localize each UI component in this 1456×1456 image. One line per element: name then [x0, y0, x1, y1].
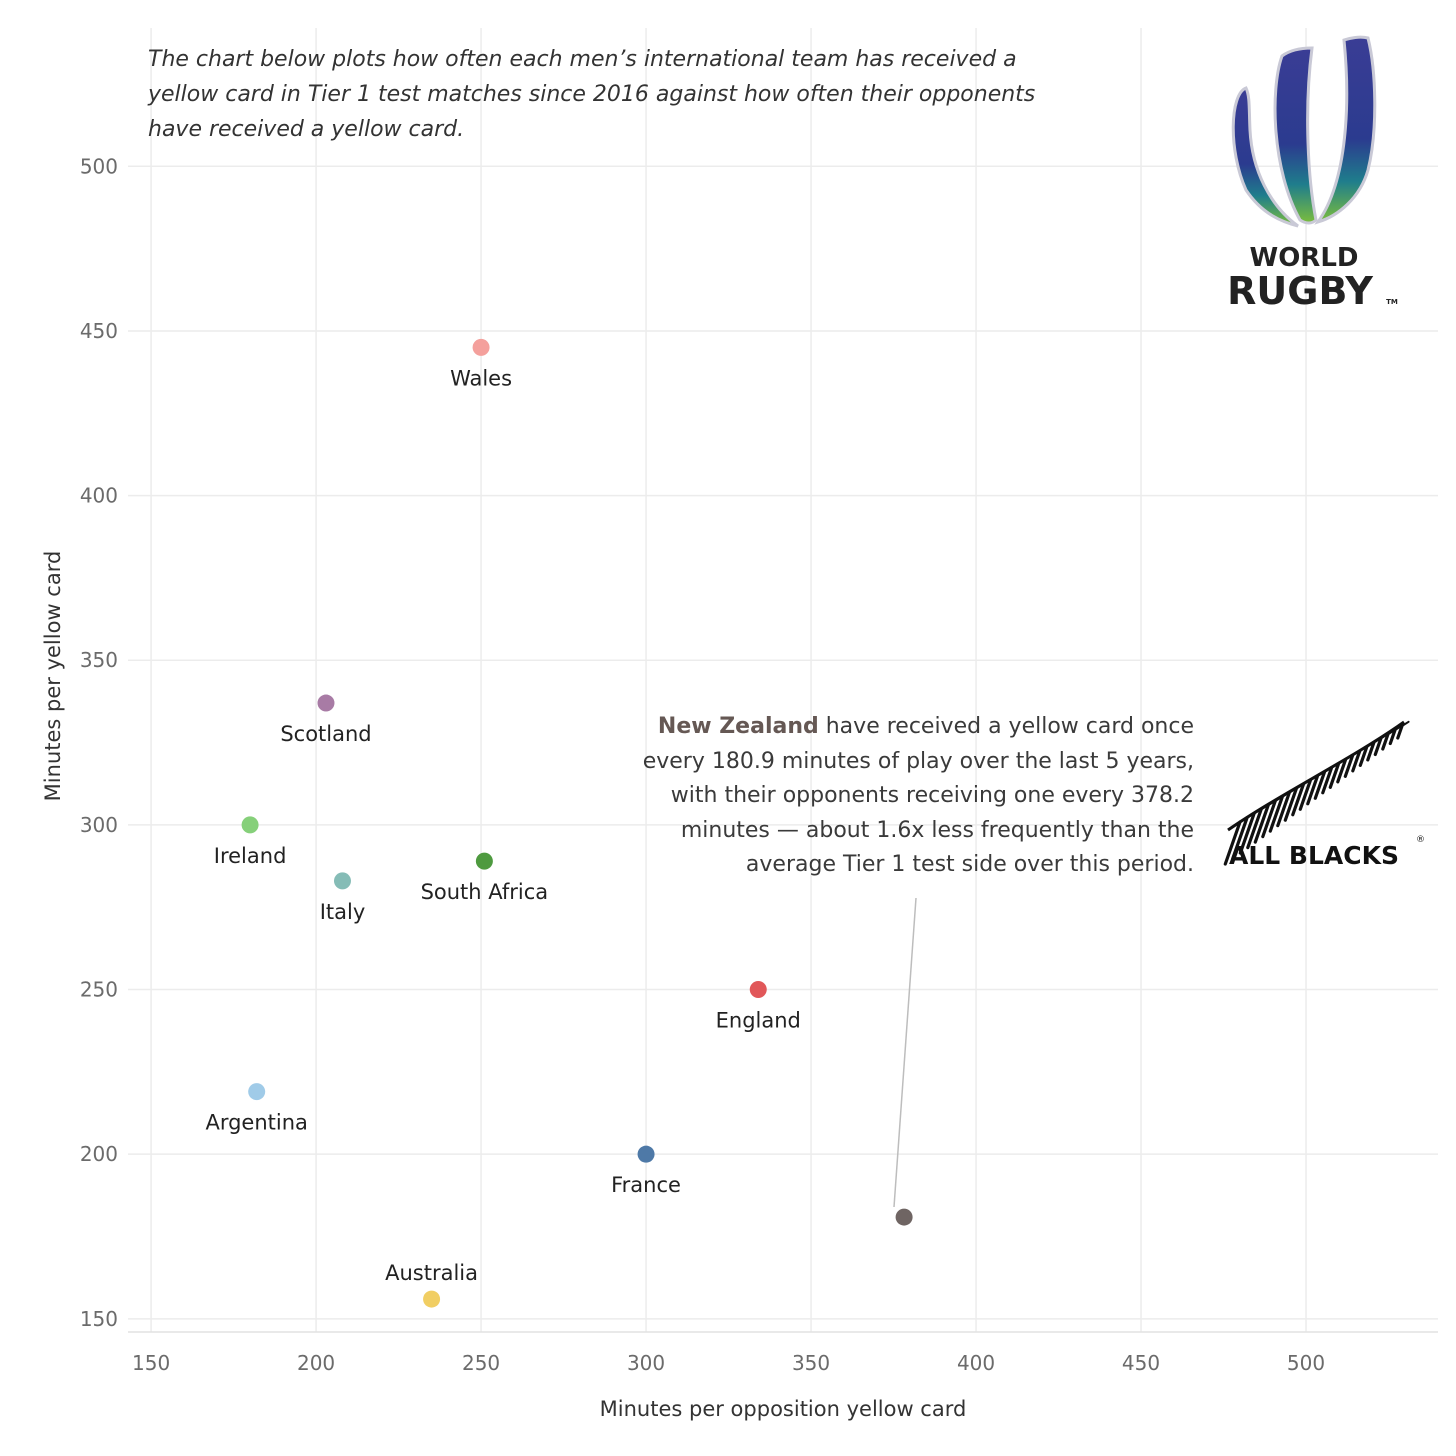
fern-frond — [1253, 803, 1270, 844]
point-france — [637, 1145, 655, 1163]
fern-frond — [1388, 728, 1397, 746]
annotation-team-name: New Zealand — [657, 714, 819, 739]
fern-frond — [1268, 795, 1284, 833]
fern-frond — [1366, 741, 1376, 762]
world-rugby-word-1: WORLD — [1250, 243, 1359, 273]
fern-frond — [1261, 799, 1277, 839]
point-scotland — [317, 694, 335, 712]
fern-frond — [1321, 766, 1334, 795]
fern-frond — [1291, 782, 1305, 817]
registered-mark-icon: ® — [1416, 835, 1425, 845]
x-tick-label: 150 — [132, 1351, 170, 1375]
data-points — [241, 338, 913, 1308]
fern-frond — [1401, 720, 1410, 727]
x-tick-label: 400 — [957, 1351, 995, 1375]
fern-frond — [1276, 791, 1291, 828]
x-tick-label: 300 — [627, 1351, 665, 1375]
label-australia: Australia — [385, 1261, 478, 1285]
label-england: England — [716, 1009, 801, 1033]
world-rugby-emblem-icon — [1231, 35, 1377, 228]
point-ireland — [241, 816, 259, 834]
fern-frond — [1246, 807, 1263, 850]
y-axis-ticks: 150 200 250 300 350 400 450 500 — [80, 154, 118, 1331]
fern-frond — [1351, 749, 1362, 773]
fern-frond — [1358, 745, 1369, 767]
fern-frond — [1336, 757, 1348, 784]
point-italy — [333, 872, 351, 890]
x-tick-label: 500 — [1287, 1351, 1325, 1375]
y-tick-label: 500 — [80, 154, 118, 178]
point-argentina — [248, 1083, 266, 1101]
label-argentina: Argentina — [205, 1111, 307, 1135]
y-tick-label: 200 — [80, 1142, 118, 1166]
x-tick-label: 350 — [792, 1351, 830, 1375]
x-tick-label: 450 — [1122, 1351, 1160, 1375]
fern-frond — [1231, 816, 1249, 861]
world-rugby-logo: WORLD RUGBY TM — [1227, 35, 1398, 313]
annotation-body: have received a yellow card once every 1… — [642, 714, 1194, 877]
silver-fern-icon — [1223, 720, 1410, 866]
y-tick-label: 350 — [80, 648, 118, 672]
fern-frond — [1343, 753, 1355, 778]
point-labels: Wales Scotland Ireland Italy South Africa Eng… — [205, 366, 800, 1285]
point-australia — [423, 1290, 441, 1308]
label-italy: Italy — [320, 900, 366, 924]
all-blacks-logo: ALL BLACKS ® — [1223, 720, 1425, 870]
world-rugby-tm: TM — [1386, 298, 1398, 306]
x-tick-label: 200 — [297, 1351, 335, 1375]
y-tick-label: 250 — [80, 978, 118, 1002]
world-rugby-word-2: RUGBY — [1227, 269, 1373, 313]
y-tick-label: 400 — [80, 484, 118, 508]
label-france: France — [611, 1173, 681, 1197]
fern-frond — [1223, 820, 1242, 866]
fern-frond — [1373, 736, 1383, 757]
label-ireland: Ireland — [214, 844, 287, 868]
point-south-africa — [475, 852, 493, 870]
y-tick-label: 450 — [80, 319, 118, 343]
y-tick-label: 150 — [80, 1307, 118, 1331]
chart-intro-text: The chart below plots how often each men… — [148, 47, 1036, 142]
annotation-leader-line — [893, 897, 917, 1208]
y-axis-label: Minutes per yellow card — [41, 551, 65, 802]
fern-frond — [1328, 761, 1341, 789]
x-axis-ticks: 150 200 250 300 350 400 450 500 — [132, 1351, 1325, 1375]
x-tick-label: 250 — [462, 1351, 500, 1375]
point-wales — [472, 338, 490, 356]
point-england — [749, 981, 767, 999]
fern-frond — [1298, 778, 1313, 811]
new-zealand-annotation: New Zealand have received a yellow card … — [630, 710, 1194, 883]
fern-frond — [1396, 724, 1404, 740]
fern-frond — [1381, 732, 1390, 751]
y-tick-label: 300 — [80, 813, 118, 837]
fern-frond — [1306, 774, 1320, 806]
point-new-zealand — [895, 1208, 913, 1226]
fern-frond — [1283, 787, 1298, 822]
all-blacks-wordmark: ALL BLACKS — [1229, 841, 1399, 870]
label-wales: Wales — [450, 366, 512, 390]
fern-frond — [1238, 812, 1256, 855]
fern-frond — [1313, 770, 1327, 800]
gridlines — [128, 28, 1438, 1333]
x-axis-label: Minutes per opposition yellow card — [600, 1397, 967, 1421]
label-scotland: Scotland — [280, 722, 371, 746]
label-south-africa: South Africa — [421, 880, 549, 904]
